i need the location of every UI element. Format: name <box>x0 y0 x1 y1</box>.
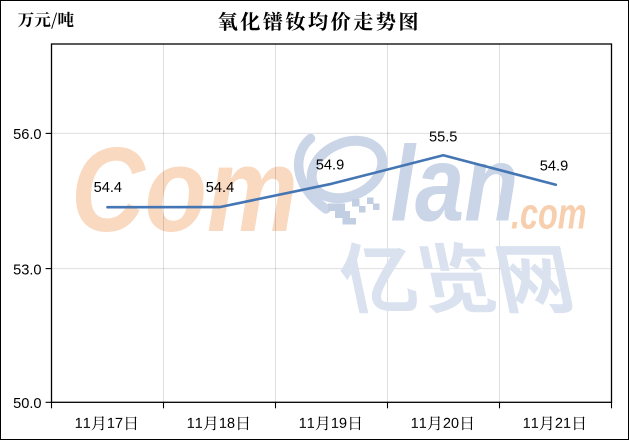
svg-text:Com: Com <box>71 122 298 257</box>
svg-text:54.9: 54.9 <box>316 158 344 174</box>
svg-text:54.4: 54.4 <box>94 180 122 196</box>
svg-text:50.0: 50.0 <box>13 396 41 412</box>
svg-text:54.4: 54.4 <box>206 180 234 196</box>
svg-text:54.9: 54.9 <box>540 158 568 174</box>
svg-text:.com: .com <box>511 190 587 239</box>
svg-text:55.5: 55.5 <box>429 130 457 146</box>
svg-text:56.0: 56.0 <box>13 127 41 143</box>
svg-text:53.0: 53.0 <box>13 262 41 278</box>
svg-text:lan: lan <box>391 124 519 244</box>
